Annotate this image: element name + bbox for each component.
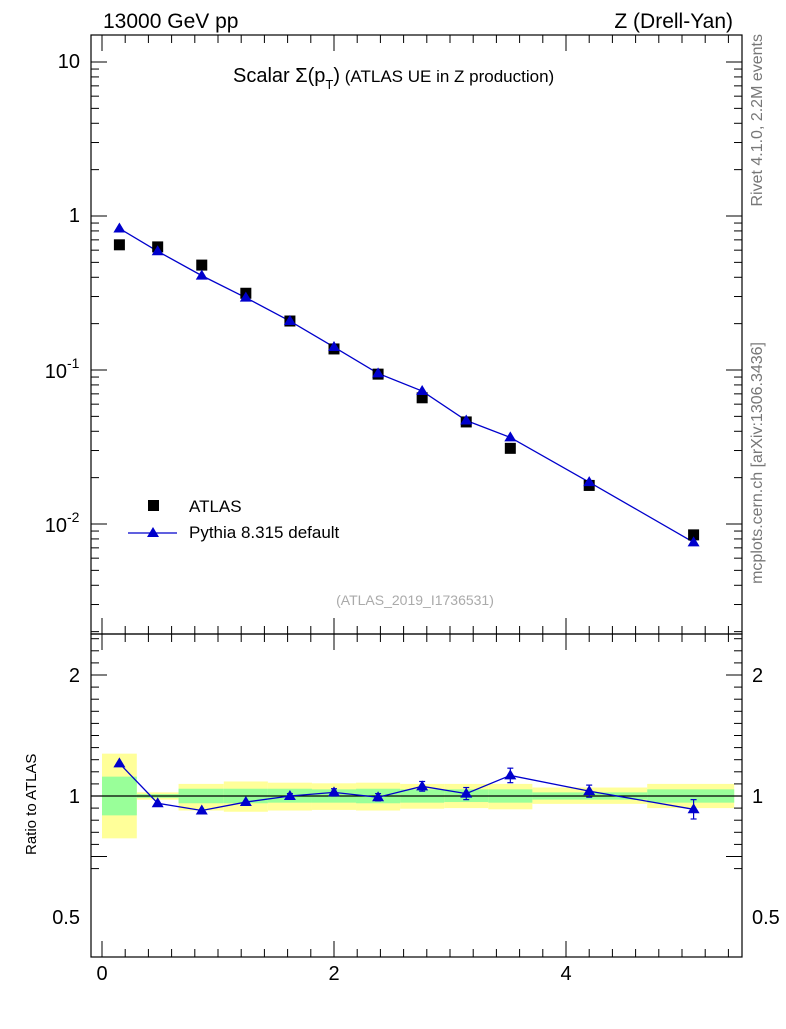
- pythia-point: [416, 385, 429, 396]
- ratio-plot-area: [91, 753, 742, 839]
- ytick-label-10: 10: [58, 51, 80, 73]
- xtick-label-0: 0: [96, 963, 107, 985]
- ratio-pythia-point: [687, 803, 700, 814]
- ratio-pythia-point: [372, 791, 385, 802]
- pythia-point: [195, 269, 208, 280]
- mcplots-label: mcplots.cern.ch [arXiv:1306.3436]: [749, 342, 766, 584]
- header-left: 13000 GeV pp: [103, 10, 238, 33]
- legend-atlas-marker: [148, 500, 159, 511]
- analysis-watermark: (ATLAS_2019_I1736531): [336, 592, 494, 608]
- legend-atlas-label: ATLAS: [189, 497, 242, 516]
- ytick-exp-minus2: -2: [67, 509, 80, 525]
- main-plot-area: [113, 222, 700, 547]
- pythia-point: [504, 431, 517, 442]
- pythia-point: [687, 536, 700, 547]
- title-rest: (ATLAS UE in Z production): [340, 67, 554, 86]
- ratio-pythia-point: [113, 757, 126, 768]
- pythia-point: [283, 315, 296, 326]
- ytick-label-1: 1: [69, 205, 80, 227]
- chart-title: Scalar Σ(pT) (ATLAS UE in Z production): [233, 65, 554, 92]
- pythia-point: [460, 414, 473, 425]
- xtick-label-4: 4: [560, 963, 571, 985]
- ratio-pythia-point: [151, 797, 164, 808]
- title-sub: T: [325, 77, 333, 92]
- title-main: Scalar: [233, 65, 295, 87]
- atlas-point: [688, 529, 700, 541]
- legend-pythia-marker: [147, 527, 159, 537]
- ratio-ytick-label-2: 2: [69, 665, 80, 687]
- ratio-pythia-point: [416, 780, 429, 791]
- title-sigma: Σ(p: [295, 65, 325, 87]
- atlas-point: [416, 392, 428, 404]
- ratio-pythia-line: [118, 762, 694, 812]
- ratio-ytick-label-0.5: 0.5: [52, 907, 80, 929]
- ytick-label-10e-2: 10: [45, 515, 67, 537]
- ratio-ytick-label-1-right: 1: [752, 786, 763, 808]
- ytick-exp-minus1: -1: [67, 355, 80, 371]
- atlas-point: [504, 442, 516, 454]
- ratio-pythia-point: [460, 787, 473, 798]
- xtick-label-2: 2: [328, 963, 339, 985]
- ratio-ytick-label-1: 1: [69, 786, 80, 808]
- rivet-label: Rivet 4.1.0, 2.2M events: [749, 34, 766, 207]
- pythia-point: [239, 291, 252, 302]
- header-right: Z (Drell-Yan): [614, 10, 733, 33]
- pythia-point: [372, 367, 385, 378]
- ytick-label-10e-1: 10: [45, 361, 67, 383]
- pythia-point: [151, 245, 164, 256]
- ratio-ylabel: Ratio to ATLAS: [23, 754, 40, 855]
- ratio-ytick-label-0.5-right: 0.5: [752, 907, 780, 929]
- ratio-ytick-label-2-right: 2: [752, 665, 763, 687]
- main-ticks: [91, 35, 742, 634]
- ratio-pythia-point: [283, 790, 296, 800]
- pythia-point: [328, 341, 340, 352]
- pythia-line: [119, 227, 694, 543]
- main-panel: 10 1 10 -1 10 -2 Scalar Σ(pT) (ATLAS UE …: [45, 34, 743, 635]
- atlas-point: [113, 239, 125, 251]
- pythia-point: [113, 222, 126, 233]
- title-close: ): [333, 65, 340, 87]
- ratio-pythia-point: [195, 804, 208, 815]
- atlas-point: [196, 259, 208, 271]
- main-frame: [90, 34, 743, 635]
- ratio-pythia-point: [239, 796, 252, 807]
- pythia-point: [583, 476, 596, 487]
- ratio-ticks: [91, 634, 742, 957]
- ratio-pythia-point: [583, 785, 596, 796]
- ratio-panel: 2 1 0.5 2 1 0.5 Ratio to ATLAS 0 2 4: [23, 633, 780, 985]
- ratio-pythia-point: [504, 769, 517, 780]
- ratio-pythia-point: [328, 786, 340, 797]
- legend-pythia-label: Pythia 8.315 default: [189, 523, 340, 542]
